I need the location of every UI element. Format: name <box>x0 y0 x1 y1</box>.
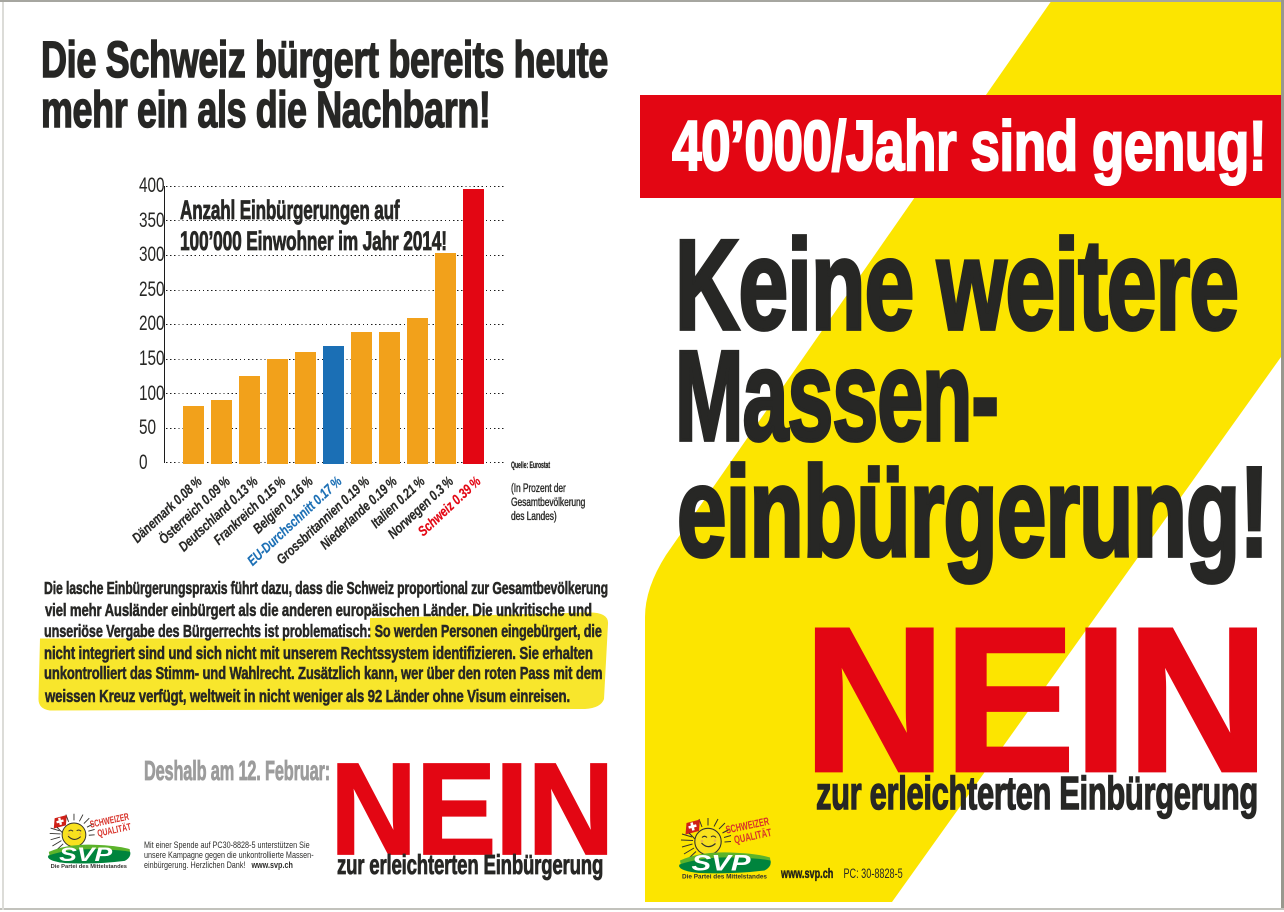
svg-text:Die Partei des Mittelstandes: Die Partei des Mittelstandes <box>51 863 127 868</box>
svg-text:SVP: SVP <box>59 843 113 865</box>
